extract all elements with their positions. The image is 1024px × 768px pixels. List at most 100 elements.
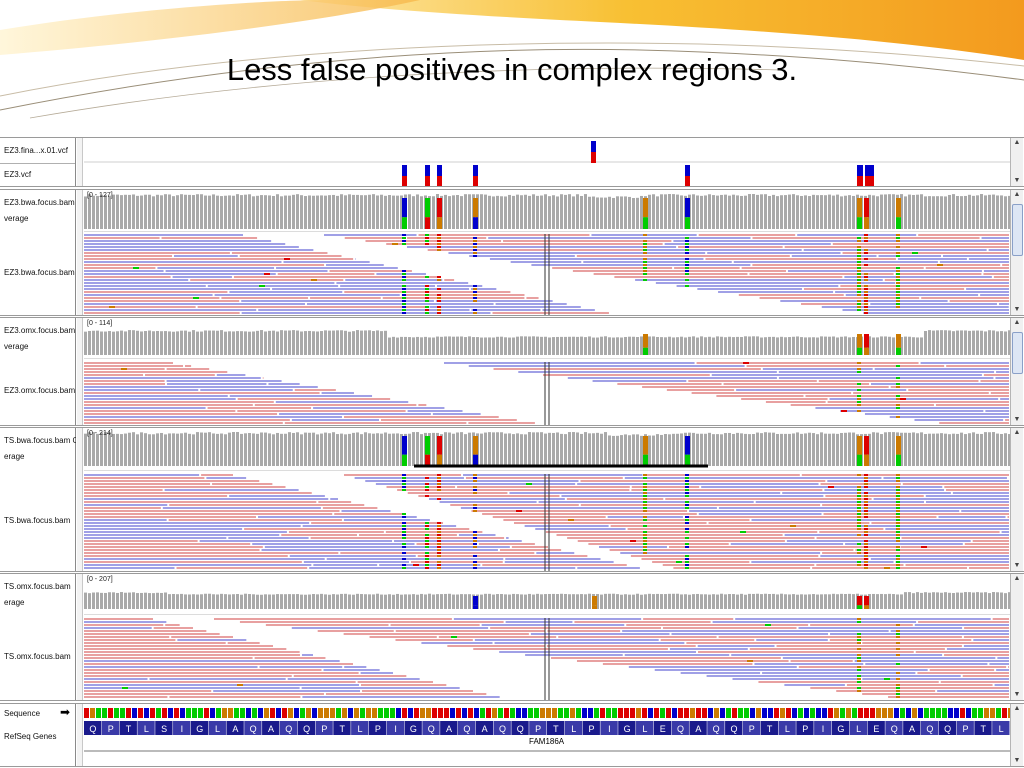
mismatch <box>643 549 647 551</box>
scroll-thumb[interactable] <box>1012 332 1023 374</box>
scroll-down-arrow-icon[interactable]: ▼ <box>1013 562 1021 569</box>
read <box>288 531 384 533</box>
coverage-bar <box>952 433 955 466</box>
amino-acid-cell <box>137 721 155 735</box>
ts-omx-scrollbar[interactable]: ▲ ▼ <box>1010 574 1023 700</box>
vcf1-track-label[interactable]: EZ3.fina...x.01.vcf <box>4 146 69 155</box>
sequence-scrollbar[interactable]: ▲ ▼ <box>1010 704 1023 766</box>
amino-acid-cell <box>493 721 511 735</box>
coverage-bar <box>820 336 823 355</box>
mismatch <box>402 243 406 245</box>
coverage-bar <box>244 593 247 609</box>
coverage-bar <box>624 434 627 466</box>
reference-base <box>288 708 293 718</box>
mismatch <box>857 510 861 512</box>
coverage-bar <box>88 194 91 229</box>
sequence-label[interactable]: Sequence <box>4 709 41 718</box>
scroll-up-arrow-icon[interactable]: ▲ <box>1013 575 1021 582</box>
read <box>84 558 325 560</box>
refseq-genes-label[interactable]: RefSeq Genes <box>4 732 57 741</box>
ts-bwa-scrollbar[interactable]: ▲ ▼ <box>1010 428 1023 571</box>
ez3-omx-coverage-label[interactable]: EZ3.omx.focus.bam <box>4 326 76 335</box>
coverage-bar <box>128 432 131 466</box>
scroll-thumb[interactable] <box>1012 204 1023 256</box>
read <box>171 636 233 638</box>
read <box>602 663 753 665</box>
ts-omx-coverage-label-2: erage <box>4 598 25 607</box>
gene-name-label[interactable]: FAM186A <box>529 737 565 746</box>
mismatch <box>896 696 900 698</box>
ez3-bwa-reads-label[interactable]: EZ3.bwa.focus.bam <box>4 268 75 277</box>
ts-omx-data[interactable]: [0 - 207] <box>84 574 1010 700</box>
coverage-bar <box>908 432 911 466</box>
coverage-bar <box>688 336 691 355</box>
vcf-scrollbar[interactable]: ▲ ▼ <box>1010 138 1023 186</box>
coverage-bar <box>752 194 755 229</box>
scroll-up-arrow-icon[interactable]: ▲ <box>1013 705 1021 712</box>
ts-bwa-reads-label[interactable]: TS.bwa.focus.bam <box>4 516 71 525</box>
read <box>733 261 938 263</box>
ez3-omx-scrollbar[interactable]: ▲ ▼ <box>1010 318 1023 425</box>
coverage-bar <box>252 331 255 355</box>
read <box>84 636 170 638</box>
scroll-down-arrow-icon[interactable]: ▼ <box>1013 416 1021 423</box>
coverage-bar <box>964 195 967 229</box>
scroll-down-arrow-icon[interactable]: ▼ <box>1013 306 1021 313</box>
coverage-bar <box>692 336 695 355</box>
coverage-bar <box>216 594 219 609</box>
coverage-bar <box>308 594 311 609</box>
scroll-down-arrow-icon[interactable]: ▼ <box>1013 691 1021 698</box>
vcf-track-area[interactable] <box>84 138 1010 186</box>
coverage-bar <box>172 331 175 355</box>
read <box>741 267 924 269</box>
coverage-bar <box>280 196 283 229</box>
coverage-bar <box>796 336 799 355</box>
reference-base <box>942 708 947 718</box>
reference-base <box>558 708 563 718</box>
mismatch <box>685 567 689 569</box>
ts-bwa-coverage-label[interactable]: TS.bwa.focus.bam C <box>4 436 76 445</box>
read <box>84 504 168 506</box>
ts-omx-coverage-label[interactable]: TS.omx.focus.bam <box>4 582 71 591</box>
coverage-bar <box>88 330 91 355</box>
read <box>617 383 722 385</box>
coverage-bar <box>108 592 111 609</box>
coverage-bar <box>576 594 579 609</box>
amino-acid-cell <box>742 721 761 735</box>
strand-arrow-icon[interactable]: ➡ <box>60 705 71 719</box>
coverage-bar <box>928 433 931 466</box>
read <box>418 234 590 236</box>
scroll-up-arrow-icon[interactable]: ▲ <box>1013 429 1021 436</box>
amino-acid-letter: A <box>909 724 915 734</box>
read <box>662 627 797 629</box>
coverage-bar <box>416 336 419 355</box>
read <box>84 477 205 479</box>
ez3-bwa-data[interactable]: [0 - 127] <box>84 190 1010 315</box>
scroll-down-arrow-icon[interactable]: ▼ <box>1013 177 1021 184</box>
read <box>864 413 1009 415</box>
allele-bar <box>857 436 862 455</box>
coverage-bar <box>328 594 331 609</box>
read <box>572 270 786 272</box>
scroll-up-arrow-icon[interactable]: ▲ <box>1013 139 1021 146</box>
ez3-bwa-name-column: EZ3.bwa.focus.bam verage EZ3.bwa.focus.b… <box>0 190 76 315</box>
ez3-bwa-coverage-label[interactable]: EZ3.bwa.focus.bam <box>4 198 75 207</box>
read <box>439 501 537 503</box>
ts-bwa-data[interactable]: [0 - 214] <box>84 428 1010 571</box>
vcf2-track-label[interactable]: EZ3.vcf <box>4 170 32 179</box>
read <box>84 279 189 281</box>
mismatch <box>857 303 861 305</box>
scroll-up-arrow-icon[interactable]: ▲ <box>1013 191 1021 198</box>
ez3-omx-reads-label[interactable]: EZ3.omx.focus.bam <box>4 386 76 395</box>
amino-acid-letter: P <box>535 724 541 734</box>
coverage-bar <box>456 194 459 229</box>
ez3-bwa-scrollbar[interactable]: ▲ ▼ <box>1010 190 1023 315</box>
mismatch <box>473 252 477 254</box>
scroll-down-arrow-icon[interactable]: ▼ <box>1013 757 1021 764</box>
scroll-up-arrow-icon[interactable]: ▲ <box>1013 319 1021 326</box>
read <box>291 419 380 421</box>
read <box>306 303 494 305</box>
ez3-omx-data[interactable]: [0 - 114] <box>84 318 1010 425</box>
ts-omx-reads-label[interactable]: TS.omx.focus.bam <box>4 652 71 661</box>
